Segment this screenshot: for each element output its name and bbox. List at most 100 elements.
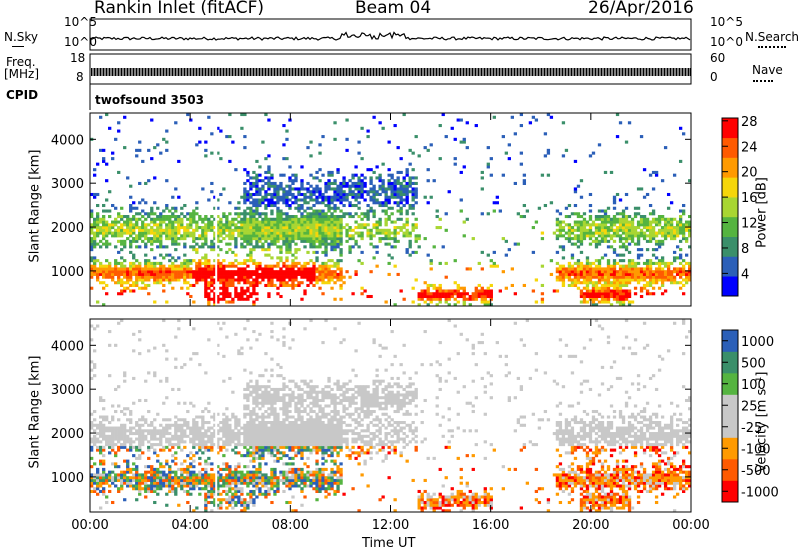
heatmap-cell bbox=[195, 143, 199, 147]
heatmap-cell bbox=[246, 259, 250, 263]
heatmap-cell bbox=[246, 278, 250, 282]
heatmap-cell bbox=[306, 239, 310, 243]
heatmap-cell bbox=[156, 432, 160, 436]
heatmap-cell bbox=[561, 275, 566, 279]
heatmap-cell bbox=[156, 443, 160, 447]
heatmap-cell bbox=[129, 226, 133, 230]
heatmap-cell bbox=[279, 228, 283, 232]
heatmap-cell bbox=[207, 338, 211, 342]
heatmap-cell bbox=[192, 272, 196, 276]
heatmap-cell bbox=[105, 259, 109, 263]
heatmap-cell bbox=[231, 278, 235, 282]
heatmap-cell bbox=[594, 292, 599, 296]
heatmap-cell bbox=[318, 237, 322, 241]
heatmap-cell bbox=[237, 215, 241, 219]
heatmap-cell bbox=[483, 294, 487, 299]
heatmap-cell bbox=[486, 292, 490, 296]
heatmap-cell bbox=[618, 267, 623, 271]
heatmap-cell bbox=[492, 209, 496, 213]
heatmap-cell bbox=[363, 176, 367, 180]
heatmap-cell bbox=[90, 445, 94, 449]
heatmap-cell bbox=[207, 275, 211, 279]
heatmap-cell bbox=[156, 228, 160, 232]
heatmap-cell bbox=[132, 253, 136, 257]
heatmap-cell bbox=[105, 234, 109, 238]
heatmap-cell bbox=[405, 181, 409, 185]
heatmap-cell bbox=[240, 267, 244, 271]
heatmap-cell bbox=[111, 481, 115, 485]
heatmap-cell bbox=[225, 462, 229, 466]
heatmap-cell bbox=[411, 206, 415, 210]
heatmap-cell bbox=[282, 239, 286, 243]
heatmap-cell bbox=[174, 228, 178, 232]
heatmap-cell bbox=[291, 181, 295, 185]
heatmap-cell bbox=[222, 231, 226, 235]
heatmap-cell bbox=[99, 421, 103, 425]
heatmap-cell bbox=[177, 237, 181, 241]
heatmap-cell bbox=[585, 281, 590, 285]
heatmap-cell bbox=[291, 226, 295, 230]
heatmap-cell bbox=[282, 173, 286, 177]
heatmap-cell bbox=[267, 154, 271, 158]
heatmap-cell bbox=[219, 261, 223, 265]
heatmap-cell bbox=[510, 115, 514, 119]
heatmap-cell bbox=[339, 201, 343, 205]
heatmap-cell bbox=[126, 270, 130, 274]
heatmap-cell bbox=[264, 203, 268, 208]
heatmap-cell bbox=[657, 264, 662, 268]
heatmap-cell bbox=[165, 226, 169, 230]
heatmap-cell bbox=[183, 245, 187, 249]
heatmap-cell bbox=[150, 248, 154, 252]
heatmap-cell bbox=[627, 270, 632, 274]
heatmap-cell bbox=[111, 443, 115, 447]
heatmap-cell bbox=[369, 270, 373, 274]
heatmap-cell bbox=[612, 275, 617, 279]
heatmap-cell bbox=[186, 481, 190, 485]
heatmap-cell bbox=[90, 209, 94, 213]
heatmap-cell bbox=[303, 215, 307, 219]
heatmap-cell bbox=[141, 429, 145, 433]
heatmap-cell bbox=[135, 206, 139, 210]
heatmap-cell bbox=[96, 487, 100, 491]
heatmap-cell bbox=[606, 259, 611, 263]
heatmap-cell bbox=[156, 476, 160, 480]
heatmap-cell bbox=[138, 330, 142, 334]
heatmap-cell bbox=[144, 245, 148, 249]
heatmap-cell bbox=[225, 415, 229, 419]
heatmap-cell bbox=[216, 231, 220, 235]
heatmap-cell bbox=[594, 294, 599, 299]
heatmap-cell bbox=[195, 421, 199, 425]
heatmap-cell bbox=[234, 226, 238, 230]
heatmap-cell bbox=[393, 239, 397, 243]
heatmap-cell bbox=[102, 228, 106, 232]
heatmap-cell bbox=[354, 198, 358, 202]
heatmap-cell bbox=[282, 226, 286, 230]
heatmap-cell bbox=[339, 195, 343, 199]
heatmap-cell bbox=[192, 443, 196, 447]
heatmap-cell bbox=[339, 297, 343, 301]
heatmap-cell bbox=[195, 451, 199, 455]
heatmap-cell bbox=[318, 275, 322, 279]
heatmap-cell bbox=[480, 297, 484, 301]
heatmap-cell bbox=[276, 264, 280, 268]
heatmap-cell bbox=[309, 173, 313, 177]
heatmap-cell bbox=[120, 231, 124, 235]
heatmap-cell bbox=[624, 215, 629, 219]
heatmap-cell bbox=[378, 201, 382, 205]
heatmap-cell bbox=[663, 278, 668, 282]
heatmap-cell bbox=[558, 228, 563, 232]
heatmap-cell bbox=[639, 187, 644, 191]
heatmap-cell bbox=[153, 234, 157, 238]
heatmap-cell bbox=[126, 462, 130, 466]
heatmap-cell bbox=[198, 487, 202, 491]
heatmap-cell bbox=[201, 237, 205, 241]
heatmap-cell bbox=[180, 206, 184, 210]
heatmap-cell bbox=[573, 281, 578, 285]
heatmap-cell bbox=[207, 478, 211, 482]
heatmap-cell bbox=[123, 379, 127, 383]
heatmap-cell bbox=[123, 286, 127, 290]
heatmap-cell bbox=[252, 245, 256, 249]
heatmap-cell bbox=[135, 487, 139, 491]
heatmap-cell bbox=[396, 179, 400, 183]
heatmap-cell bbox=[663, 231, 668, 235]
